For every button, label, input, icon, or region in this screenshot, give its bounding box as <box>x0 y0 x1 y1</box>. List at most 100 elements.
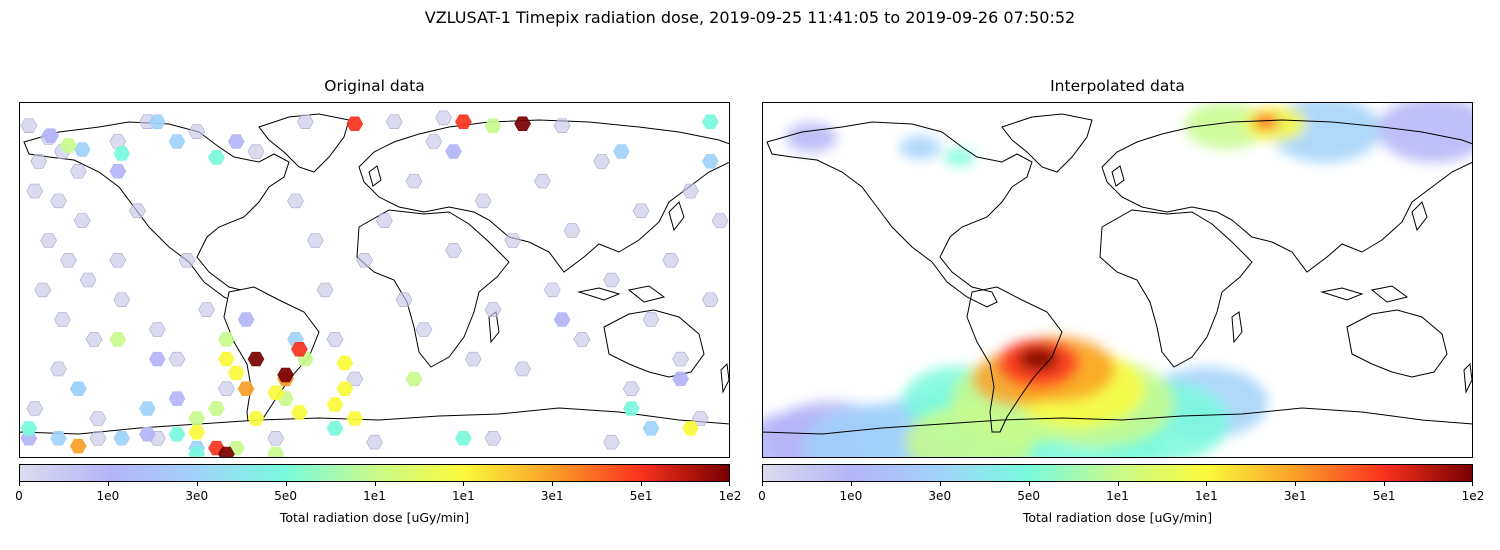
dose-hex-115 <box>227 365 245 381</box>
colorbar-tick-label: 5e0 <box>1017 489 1040 503</box>
interpolated-patch-13 <box>944 148 975 167</box>
dose-hex-57 <box>672 351 689 367</box>
interpolated-patch-16 <box>905 405 1034 458</box>
dose-hex-112 <box>60 138 77 153</box>
dose-hex-114 <box>109 332 127 347</box>
dose-hex-129 <box>291 342 308 357</box>
dose-hex-61 <box>711 213 729 228</box>
colorbar-tick-mark <box>939 482 941 486</box>
dose-hex-32 <box>316 282 334 298</box>
colorbar-tick-label: 3e0 <box>185 489 209 503</box>
dose-hex-34 <box>346 371 364 387</box>
colorbar-tick-label: 1e0 <box>96 489 120 503</box>
dose-hex-51 <box>593 154 610 169</box>
dose-hex-60 <box>701 292 719 307</box>
dose-hex-123 <box>336 355 354 371</box>
dose-hex-124 <box>247 411 265 426</box>
colorbar-tick-mark <box>1295 482 1297 486</box>
dose-hex-4 <box>69 163 87 179</box>
dose-hex-35 <box>356 253 373 268</box>
dose-hex-86 <box>69 381 87 397</box>
interpolated-patch-24 <box>1017 347 1060 371</box>
dose-hex-134 <box>277 367 294 383</box>
dose-hex-103 <box>188 446 206 458</box>
dose-hex-71 <box>89 430 107 446</box>
figure-title: VZLUSAT-1 Timepix radiation dose, 2019-0… <box>424 8 1076 27</box>
colorbar-tick-label: 0 <box>15 489 23 503</box>
dose-hex-69 <box>553 118 571 134</box>
colorbar-tick-mark <box>1472 482 1473 486</box>
dose-hex-121 <box>188 425 206 440</box>
dose-hex-0 <box>20 118 38 134</box>
dose-hex-29 <box>247 144 265 159</box>
dose-hex-8 <box>40 233 57 248</box>
colorbar-tick-label: 3e1 <box>540 489 564 503</box>
interpolated-data-map <box>762 102 1473 458</box>
dose-hex-14 <box>50 361 67 377</box>
dose-hex-50 <box>573 332 591 347</box>
dose-hex-38 <box>405 173 423 189</box>
dose-hex-5 <box>26 183 44 199</box>
colorbar-tick-label: 1e1 <box>1195 489 1218 503</box>
colorbar-tick-mark <box>641 482 643 486</box>
dose-hex-17 <box>89 411 107 426</box>
left-panel-title: Original data <box>324 77 425 95</box>
dose-hex-136 <box>218 446 235 458</box>
colorbar-tick-mark <box>19 482 20 486</box>
dose-hex-11 <box>34 282 52 298</box>
dose-hex-59 <box>692 411 709 426</box>
dose-hex-9 <box>60 253 77 268</box>
dose-hex-42 <box>464 351 482 367</box>
dose-hex-99 <box>168 426 186 442</box>
dose-hex-25 <box>218 381 235 397</box>
dose-hex-102 <box>622 401 640 416</box>
dose-hex-10 <box>79 272 97 288</box>
dose-hex-24 <box>198 302 215 317</box>
dose-hex-48 <box>543 282 561 298</box>
dose-hex-106 <box>267 446 285 458</box>
dose-hex-46 <box>514 361 531 377</box>
interpolated-patch-2 <box>785 122 838 153</box>
dose-hex-22 <box>168 351 186 367</box>
dose-hex-13 <box>85 332 103 347</box>
dose-hex-56 <box>662 253 680 268</box>
dose-hex-98 <box>20 421 38 436</box>
dose-hex-54 <box>632 203 650 218</box>
dose-hex-37 <box>395 292 413 307</box>
dose-hex-20 <box>129 203 146 218</box>
interpolated-patch-23 <box>1252 114 1279 130</box>
dose-hex-55 <box>642 312 660 327</box>
dose-hex-95 <box>113 146 131 161</box>
dose-hex-122 <box>336 381 354 397</box>
colorbar-tick-mark <box>1384 482 1386 486</box>
dose-hex-97 <box>701 114 719 130</box>
colorbar-tick-label: 1e1 <box>363 489 386 503</box>
dose-hex-7 <box>73 213 91 228</box>
colorbar-tick-mark <box>463 482 465 486</box>
dose-hex-88 <box>50 430 67 446</box>
dose-hex-6 <box>50 193 67 209</box>
dose-hex-63 <box>366 434 383 450</box>
colorbar-tick-label: 5e1 <box>629 489 653 503</box>
dose-hex-127 <box>237 381 255 397</box>
dose-hex-30 <box>287 193 304 209</box>
interpolated-patch-7 <box>899 135 941 160</box>
dose-hex-44 <box>484 302 502 317</box>
left-colorbar-label: Total radiation dose [uGy/min] <box>279 510 470 525</box>
dose-hex-64 <box>484 430 502 446</box>
dose-hex-116 <box>267 385 285 401</box>
dose-hex-85 <box>168 134 186 149</box>
right-colorbar <box>762 464 1473 482</box>
dose-hex-81 <box>672 371 689 387</box>
dose-hex-67 <box>297 114 314 130</box>
colorbar-tick-label: 3e1 <box>1283 489 1307 503</box>
dose-hex-21 <box>148 322 166 337</box>
colorbar-tick-label: 0 <box>758 489 766 503</box>
dose-hex-39 <box>415 322 433 337</box>
dose-hex-133 <box>247 351 265 367</box>
dose-hex-62 <box>267 430 285 446</box>
dose-hex-111 <box>208 401 225 416</box>
dose-hex-92 <box>613 144 630 159</box>
colorbar-tick-mark <box>196 482 198 486</box>
dose-hex-28 <box>188 124 206 139</box>
